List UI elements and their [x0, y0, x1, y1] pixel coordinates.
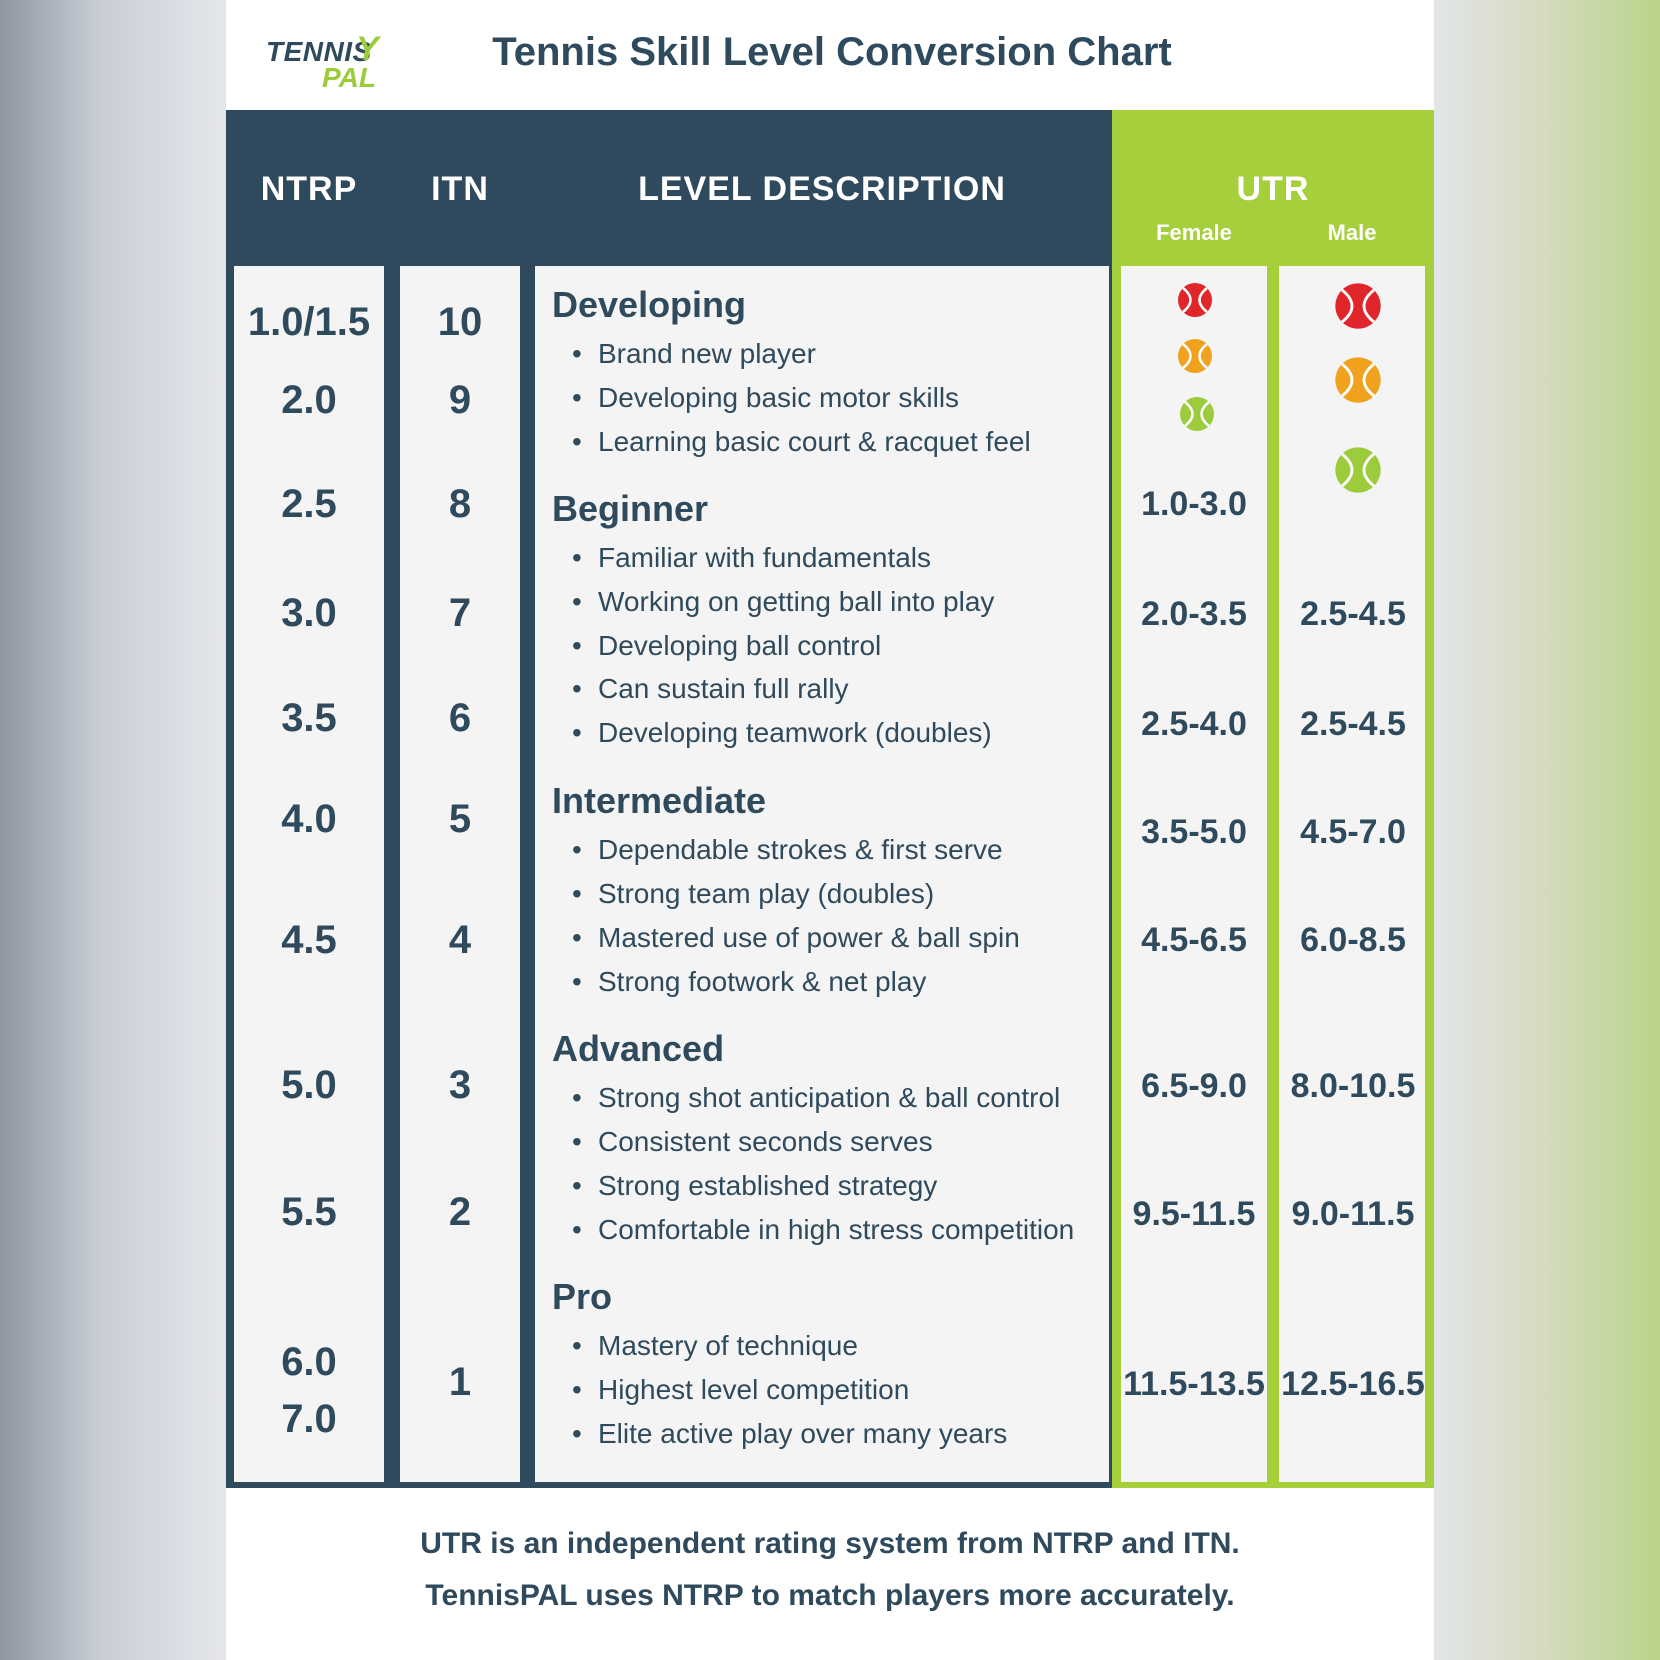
utr-male-value: 12.5-16.5: [1281, 1365, 1425, 1403]
utr-female-value: 2.5-4.0: [1141, 705, 1247, 743]
itn-column: [400, 266, 520, 1482]
level-bullet: • Mastered use of power & ball spin: [572, 922, 1020, 953]
header-female: Female: [1156, 220, 1232, 245]
level-bullet: • Learning basic court & racquet feel: [572, 426, 1031, 457]
level-bullet: • Dependable strokes & first serve: [572, 834, 1003, 865]
logo-text-bottom: PAL: [322, 62, 376, 93]
logo-mark: Y: [356, 30, 379, 68]
level-bullet: • Strong team play (doubles): [572, 878, 935, 909]
ntrp-column: [234, 266, 384, 1482]
level-bullet: • Can sustain full rally: [572, 673, 849, 704]
tennispal-logo: TENNIS Y PAL: [262, 24, 392, 94]
level-title-beginner: Beginner: [552, 488, 709, 529]
ntrp-value: 6.0: [281, 1340, 337, 1384]
ntrp-value: 4.0: [281, 797, 337, 841]
level-bullet: • Consistent seconds serves: [572, 1126, 933, 1157]
level-bullet: • Developing teamwork (doubles): [572, 717, 992, 748]
level-title-advanced: Advanced: [552, 1028, 725, 1069]
header-male: Male: [1327, 220, 1377, 245]
green-ball-icon: [1180, 397, 1214, 431]
level-bullet: • Strong footwork & net play: [572, 966, 927, 997]
ntrp-value: 4.5: [281, 918, 337, 962]
level-title-intermediate: Intermediate: [552, 780, 767, 821]
header-ntrp: NTRP: [260, 170, 358, 208]
itn-value: 4: [448, 918, 472, 962]
utr-male-value: 8.0-10.5: [1290, 1067, 1416, 1105]
level-bullet: • Highest level competition: [572, 1374, 910, 1405]
utr-male-value: 2.5-4.5: [1300, 705, 1406, 743]
utr-male-value: 4.5-7.0: [1300, 813, 1406, 851]
level-bullet: • Comfortable in high stress competition: [572, 1214, 1075, 1245]
logo-text-top: TENNIS: [266, 36, 372, 67]
level-bullet: • Developing ball control: [572, 630, 882, 661]
conversion-table: NTRP ITN LEVEL DESCRIPTION UTR Female Ma…: [226, 110, 1434, 1488]
utr-male-value: 2.5-4.5: [1300, 595, 1406, 633]
orange-ball-icon: [1178, 339, 1212, 373]
header-utr: UTR: [1236, 170, 1310, 208]
header-itn: ITN: [431, 170, 489, 208]
level-title-developing: Developing: [552, 284, 747, 325]
itn-value: 3: [448, 1063, 472, 1107]
header-level-description: LEVEL DESCRIPTION: [638, 170, 1006, 208]
red-ball-icon: [1335, 283, 1381, 329]
orange-ball-icon: [1335, 357, 1381, 403]
chart-card: TENNIS Y PAL Tennis Skill Level Conversi…: [226, 0, 1434, 1660]
level-bullet: • Developing basic motor skills: [572, 382, 960, 413]
itn-value: 8: [448, 482, 472, 526]
itn-value: 6: [448, 696, 472, 740]
utr-female-value: 1.0-3.0: [1141, 485, 1247, 523]
ntrp-value: 5.5: [281, 1190, 337, 1234]
footer-note: UTR is an independent rating system from…: [226, 1518, 1434, 1622]
level-bullet: • Elite active play over many years: [572, 1418, 1008, 1449]
itn-value: 1: [448, 1360, 472, 1404]
page-title: Tennis Skill Level Conversion Chart: [492, 30, 1172, 74]
level-bullet: • Strong established strategy: [572, 1170, 938, 1201]
footer-line-1: UTR is an independent rating system from…: [420, 1527, 1240, 1560]
itn-value: 2: [448, 1190, 472, 1234]
description-column: [535, 266, 1109, 1482]
ntrp-value: 3.5: [281, 696, 337, 740]
level-bullet: • Strong shot anticipation & ball control: [572, 1082, 1061, 1113]
red-ball-icon: [1178, 283, 1212, 317]
ntrp-value: 3.0: [281, 591, 337, 635]
level-bullet: • Familiar with fundamentals: [572, 542, 932, 573]
itn-value: 5: [448, 797, 472, 841]
utr-female-column: [1121, 266, 1267, 1482]
ntrp-value: 1.0/1.5: [247, 300, 371, 344]
green-ball-icon: [1335, 447, 1381, 493]
level-bullet: • Working on getting ball into play: [572, 586, 995, 617]
level-title-pro: Pro: [552, 1276, 613, 1317]
ntrp-value: 2.5: [281, 482, 337, 526]
itn-value: 7: [448, 591, 472, 635]
itn-value: 9: [448, 378, 472, 422]
ntrp-value: 2.0: [281, 378, 337, 422]
utr-female-value: 2.0-3.5: [1141, 595, 1247, 633]
utr-female-value: 9.5-11.5: [1132, 1195, 1256, 1233]
ntrp-value: 5.0: [281, 1063, 337, 1107]
utr-female-value: 11.5-13.5: [1123, 1365, 1265, 1403]
ntrp-value: 7.0: [281, 1397, 337, 1441]
level-bullet: • Mastery of technique: [572, 1330, 858, 1361]
utr-male-value: 9.0-11.5: [1291, 1195, 1415, 1233]
utr-female-value: 3.5-5.0: [1141, 813, 1247, 851]
utr-male-value: 6.0-8.5: [1300, 921, 1406, 959]
itn-value: 10: [437, 300, 483, 344]
utr-female-value: 6.5-9.0: [1141, 1067, 1247, 1105]
level-bullet: • Brand new player: [572, 338, 816, 369]
utr-female-value: 4.5-6.5: [1141, 921, 1247, 959]
footer-line-2: TennisPAL uses NTRP to match players mor…: [425, 1579, 1235, 1612]
